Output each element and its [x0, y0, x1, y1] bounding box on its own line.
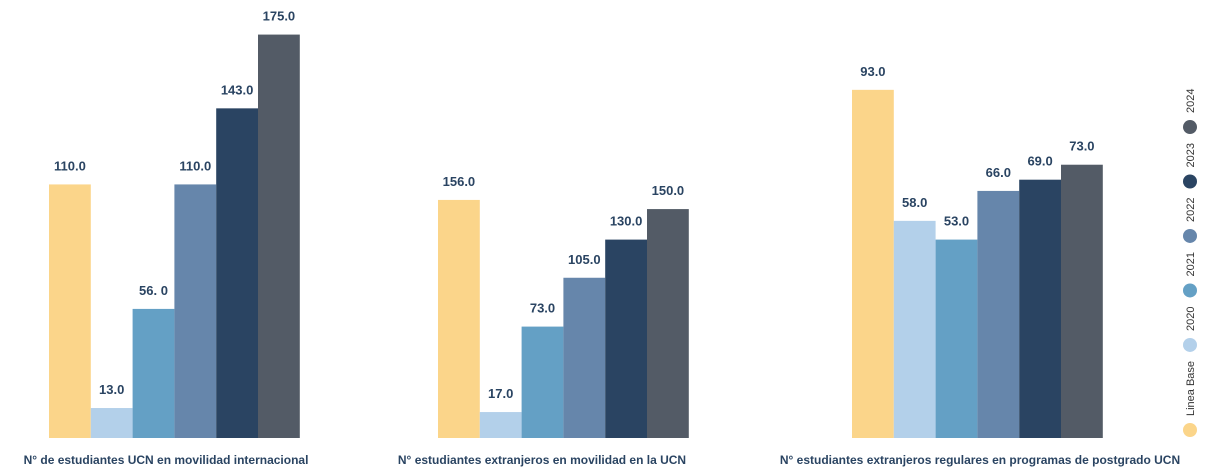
legend-swatch	[1183, 174, 1197, 189]
legend-label: Linea Base	[1185, 361, 1197, 416]
bar	[935, 239, 978, 438]
legend-swatch	[1183, 228, 1197, 243]
value-label: 17.0	[488, 386, 513, 401]
bar	[647, 209, 689, 438]
bar	[563, 277, 606, 438]
chart-title: N° estudiantes extranjeros regulares en …	[780, 453, 1180, 467]
value-label: 156.0	[443, 174, 476, 189]
value-label: 66.0	[986, 165, 1011, 180]
value-label: 110.0	[54, 158, 86, 173]
bar	[521, 326, 564, 438]
legend-label: 2022	[1185, 198, 1197, 222]
value-label: 93.0	[860, 64, 885, 79]
bar	[977, 190, 1020, 438]
value-label: 73.0	[1069, 139, 1094, 154]
value-label: 58.0	[902, 195, 927, 210]
bar	[605, 239, 647, 438]
bar	[479, 412, 522, 438]
value-label: 143.0	[221, 82, 254, 97]
bar	[258, 34, 300, 438]
bar	[438, 199, 480, 438]
bar	[1019, 179, 1061, 438]
value-label: 69.0	[1027, 154, 1052, 169]
bar	[174, 184, 217, 438]
chart-title: N° de estudiantes UCN en movilidad inter…	[24, 453, 309, 467]
bar	[49, 184, 91, 438]
bar	[852, 89, 894, 438]
legend-swatch	[1183, 337, 1197, 352]
value-label: 73.0	[530, 301, 555, 316]
legend-label: 2023	[1185, 143, 1197, 167]
bar	[216, 108, 258, 439]
legend-swatch	[1183, 283, 1197, 298]
value-label: 53.0	[944, 214, 969, 229]
value-label: 110.0	[179, 158, 211, 173]
value-label: 13.0	[99, 382, 124, 397]
legend-swatch	[1183, 423, 1197, 437]
bar	[1061, 164, 1103, 438]
bar	[90, 408, 133, 438]
value-label: 130.0	[610, 214, 643, 229]
chart-title: N° estudiantes extranjeros en movilidad …	[398, 453, 686, 467]
bar	[132, 308, 175, 438]
legend-label: 2021	[1185, 252, 1197, 276]
legend-label: 2024	[1185, 89, 1197, 113]
value-label: 56. 0	[139, 283, 168, 298]
legend-swatch	[1183, 120, 1197, 135]
legend-label: 2020	[1185, 306, 1197, 330]
value-label: 175.0	[263, 9, 296, 24]
value-label: 150.0	[652, 183, 685, 198]
bar	[893, 220, 936, 438]
value-label: 105.0	[568, 252, 601, 267]
